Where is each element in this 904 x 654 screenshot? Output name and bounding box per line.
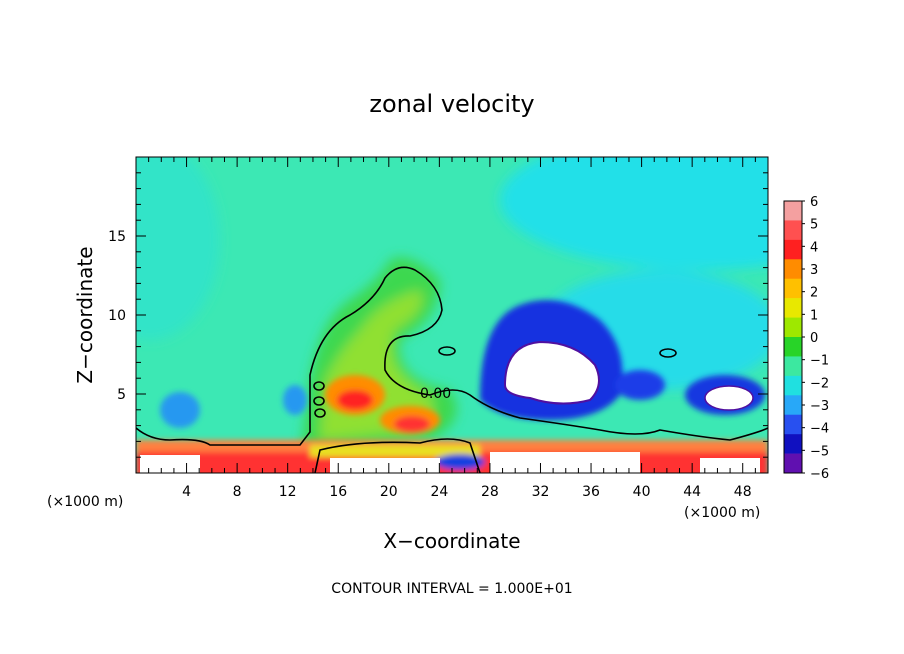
colorbar-label: 2 — [810, 286, 818, 301]
zero-contour-small-3 — [314, 408, 326, 418]
region-negative-ring — [615, 370, 665, 400]
x-tick-label: 4 — [182, 484, 191, 500]
region-bottom-yellow — [310, 445, 480, 457]
velocity-field — [136, 157, 768, 473]
x-tick-label: 20 — [380, 484, 398, 500]
y-tick-label: 5 — [117, 387, 126, 403]
x-ticks: 4 8 12 16 20 24 28 32 36 40 44 48 — [148, 157, 756, 500]
y-tick-label: 10 — [108, 308, 126, 324]
y-ticks: 5 10 15 — [108, 172, 768, 458]
x-tick-label: 28 — [481, 484, 499, 500]
region-bottom-blue — [435, 454, 485, 470]
zero-contours — [136, 266, 768, 473]
colorbar-swatch — [784, 375, 802, 396]
colorbar-label: 6 — [810, 195, 818, 210]
colorbar-swatch — [784, 278, 802, 299]
zero-contour-small-1 — [313, 381, 325, 391]
region-saturated-2 — [704, 385, 754, 411]
colorbar-swatch — [784, 317, 802, 338]
colorbar-label: 5 — [810, 218, 818, 233]
zero-contour-small-5 — [659, 348, 677, 358]
colorbar-swatch — [784, 395, 802, 416]
x-tick-label: 32 — [532, 484, 550, 500]
x-tick-label: 12 — [279, 484, 297, 500]
zero-contour-bottom — [314, 438, 481, 473]
x-axis-unit-left: (×1000 m) — [47, 494, 123, 510]
region-saturated-bottom-3 — [490, 452, 640, 473]
colorbar-swatch — [784, 239, 802, 260]
x-tick-label: 44 — [683, 484, 701, 500]
y-axis-label: Z−coordinate — [73, 246, 97, 383]
region-left-blue-2 — [283, 385, 307, 415]
region-left-blue-1 — [160, 392, 200, 428]
colorbar-label: −4 — [810, 422, 829, 437]
colorbar: 6 5 4 3 2 1 0 −1 −2 −3 −4 −5 −6 — [783, 195, 829, 482]
colorbar-label: 1 — [810, 308, 818, 323]
x-axis-unit-right: (×1000 m) — [684, 505, 760, 521]
colorbar-label: 0 — [810, 331, 818, 346]
colorbar-label: −1 — [810, 354, 829, 369]
contour-label: 0.00 — [420, 386, 451, 402]
x-tick-label: 40 — [633, 484, 651, 500]
colorbar-label: −3 — [810, 399, 829, 414]
x-tick-label: 48 — [734, 484, 752, 500]
colorbar-swatch — [784, 201, 802, 221]
region-saturated-bottom-1 — [140, 455, 200, 473]
region-upper-cyan — [500, 157, 768, 270]
colorbar-label: 4 — [810, 240, 818, 255]
region-saturated-bottom-4 — [700, 458, 760, 473]
colorbar-swatch — [784, 298, 802, 318]
colorbar-swatch — [784, 434, 802, 454]
region-left-cyan — [136, 157, 220, 340]
colorbar-swatch — [784, 220, 802, 241]
colorbar-swatch — [784, 337, 802, 357]
chart-title: zonal velocity — [369, 90, 534, 118]
region-saturated-1 — [503, 340, 600, 405]
region-positive-core-2 — [394, 416, 430, 432]
x-tick-label: 16 — [329, 484, 347, 500]
colorbar-swatch — [784, 259, 802, 280]
x-tick-label: 24 — [430, 484, 448, 500]
zero-contour-small-2 — [313, 396, 325, 406]
colorbar-swatch — [784, 356, 802, 377]
region-saturated-bottom-2 — [330, 458, 440, 473]
region-positive-core-1 — [337, 390, 373, 410]
colorbar-label: −5 — [810, 444, 829, 459]
x-axis-label: X−coordinate — [383, 529, 520, 553]
colorbar-label: −2 — [810, 376, 829, 391]
x-tick-label: 8 — [233, 484, 242, 500]
y-tick-label: 15 — [108, 229, 126, 245]
colorbar-label: 3 — [810, 263, 818, 278]
colorbar-label: −6 — [810, 467, 829, 482]
colorbar-swatch — [784, 414, 802, 435]
zero-contour-main — [136, 266, 768, 446]
contour-interval-note: CONTOUR INTERVAL = 1.000E+01 — [331, 581, 572, 597]
zero-contour-small-4 — [438, 346, 456, 356]
colorbar-swatch — [784, 453, 802, 474]
x-tick-label: 36 — [582, 484, 600, 500]
